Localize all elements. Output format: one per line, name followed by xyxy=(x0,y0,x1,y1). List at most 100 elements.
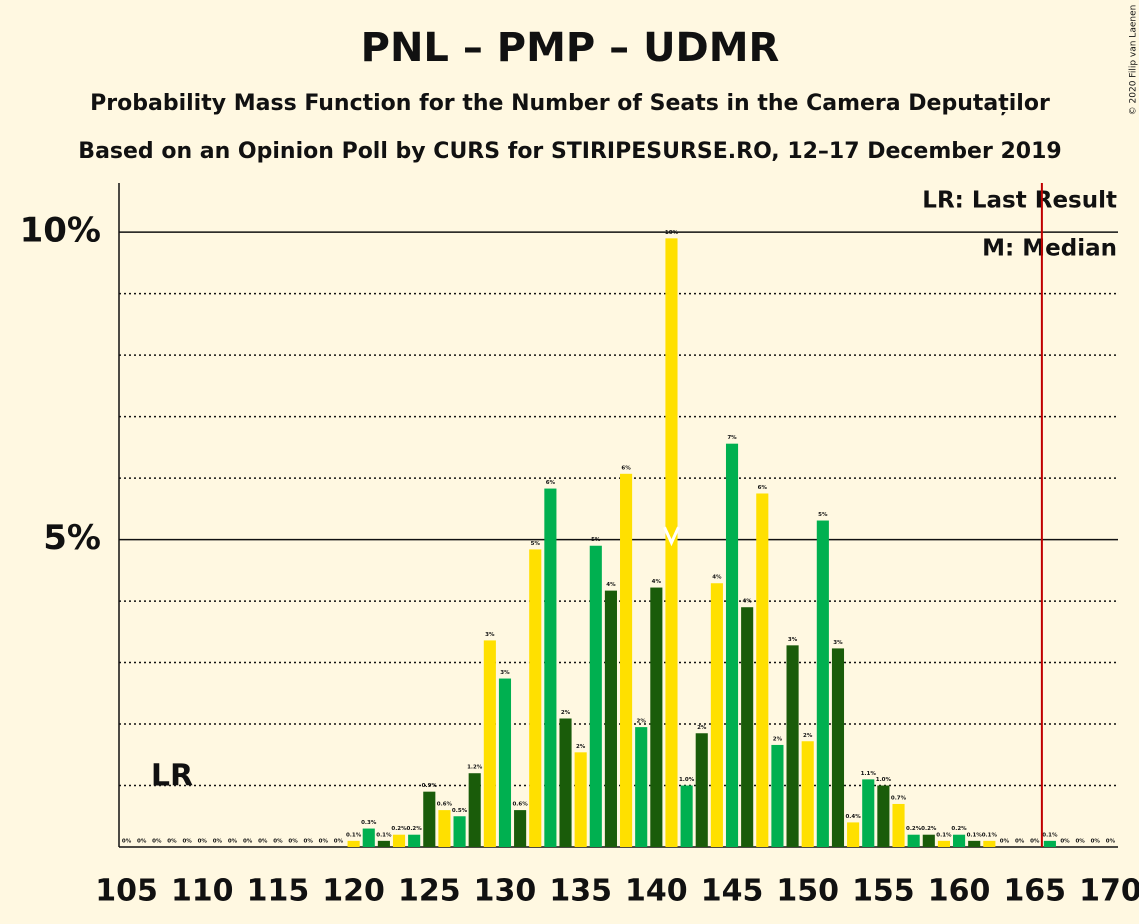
value-label: 0% xyxy=(273,839,283,845)
bar xyxy=(347,840,360,847)
value-label: 0% xyxy=(334,839,344,845)
value-label: 4% xyxy=(712,575,722,581)
bar xyxy=(983,840,996,847)
value-label: 1.2% xyxy=(467,765,483,771)
value-label: 0% xyxy=(1091,839,1101,845)
chart-subtitle: Probability Mass Function for the Number… xyxy=(90,91,1050,116)
bar xyxy=(953,834,966,847)
value-label: 0.3% xyxy=(361,820,377,826)
bar xyxy=(695,733,708,847)
value-label: 3% xyxy=(485,632,495,638)
value-label: 2% xyxy=(697,725,707,731)
value-label: 0.2% xyxy=(951,826,967,832)
value-label: 5% xyxy=(591,537,601,543)
legend-entry: M: Median xyxy=(982,236,1117,262)
value-label: 0% xyxy=(1000,839,1010,845)
x-tick-label: 150 xyxy=(776,874,839,909)
bar xyxy=(771,744,784,847)
x-tick-label: 170 xyxy=(1079,874,1139,909)
bar xyxy=(514,810,527,847)
lr-label: LR xyxy=(151,759,193,794)
value-label: 0.2% xyxy=(391,826,407,832)
value-label: 10% xyxy=(665,230,679,236)
value-label: 0% xyxy=(319,839,329,845)
value-label: 0% xyxy=(213,839,223,845)
value-label: 5% xyxy=(531,541,541,547)
bar xyxy=(589,545,602,847)
x-tick-label: 165 xyxy=(1003,874,1066,909)
value-label: 2% xyxy=(561,710,571,716)
bar xyxy=(620,473,633,847)
value-label: 0.1% xyxy=(982,832,998,838)
value-label: 2% xyxy=(637,719,647,725)
bar xyxy=(604,590,617,847)
bar xyxy=(483,640,496,847)
x-tick-label: 135 xyxy=(549,874,612,909)
copyright: © 2020 Filip van Laenen xyxy=(1129,5,1139,116)
bar xyxy=(438,810,451,847)
x-tick-label: 145 xyxy=(701,874,764,909)
bar xyxy=(1043,840,1056,847)
value-label: 0% xyxy=(152,839,162,845)
x-tick-label: 120 xyxy=(322,874,385,909)
bar xyxy=(635,727,648,847)
value-label: 2% xyxy=(803,733,813,739)
value-label: 0.1% xyxy=(376,832,392,838)
value-label: 0% xyxy=(258,839,268,845)
value-label: 0% xyxy=(1075,839,1085,845)
value-label: 0% xyxy=(167,839,177,845)
value-label: 0.6% xyxy=(512,802,528,808)
value-label: 0% xyxy=(288,839,298,845)
value-label: 0.5% xyxy=(452,808,468,814)
value-label: 0% xyxy=(1015,839,1025,845)
value-label: 0% xyxy=(1030,839,1040,845)
x-tick-label: 115 xyxy=(247,874,310,909)
value-label: 3% xyxy=(833,640,843,646)
value-label: 1.0% xyxy=(679,777,695,783)
bar xyxy=(468,773,481,847)
value-label: 4% xyxy=(652,579,662,585)
bar xyxy=(786,645,799,847)
value-label: 0.2% xyxy=(906,826,922,832)
value-label: 6% xyxy=(758,485,768,491)
chart-title: PNL – PMP – UDMR xyxy=(361,25,780,71)
value-label: 0% xyxy=(304,839,314,845)
value-label: 0% xyxy=(182,839,192,845)
bar xyxy=(801,741,814,847)
x-tick-label: 160 xyxy=(928,874,991,909)
bar xyxy=(937,840,950,847)
bar xyxy=(559,718,572,847)
y-tick-label: 10% xyxy=(20,211,101,251)
value-label: 0.2% xyxy=(407,826,423,832)
bar xyxy=(968,840,981,847)
x-tick-label: 155 xyxy=(852,874,915,909)
bar xyxy=(423,791,436,847)
bar xyxy=(529,549,542,847)
value-label: 0.9% xyxy=(422,783,438,789)
x-tick-label: 140 xyxy=(625,874,688,909)
value-label: 0% xyxy=(122,839,132,845)
value-label: 0.1% xyxy=(967,832,983,838)
x-tick-label: 110 xyxy=(171,874,234,909)
value-label: 4% xyxy=(742,599,752,605)
value-label: 1.0% xyxy=(876,777,892,783)
chart-subtitle: Based on an Opinion Poll by CURS for STI… xyxy=(78,139,1061,164)
bar xyxy=(862,779,875,847)
value-label: 4% xyxy=(606,582,616,588)
bar xyxy=(574,752,587,847)
value-label: 0% xyxy=(243,839,253,845)
value-label: 6% xyxy=(621,465,631,471)
bar xyxy=(680,785,693,847)
bar xyxy=(922,834,935,847)
value-label: 0.1% xyxy=(346,832,362,838)
value-label: 3% xyxy=(788,637,798,643)
bar xyxy=(892,803,905,847)
median-marker xyxy=(663,526,680,547)
bar xyxy=(544,488,557,847)
value-label: 0% xyxy=(1106,839,1116,845)
value-label: 2% xyxy=(576,744,586,750)
bar xyxy=(725,443,739,847)
value-label: 0% xyxy=(198,839,208,845)
value-label: 0.7% xyxy=(891,795,907,801)
bar xyxy=(907,834,920,847)
